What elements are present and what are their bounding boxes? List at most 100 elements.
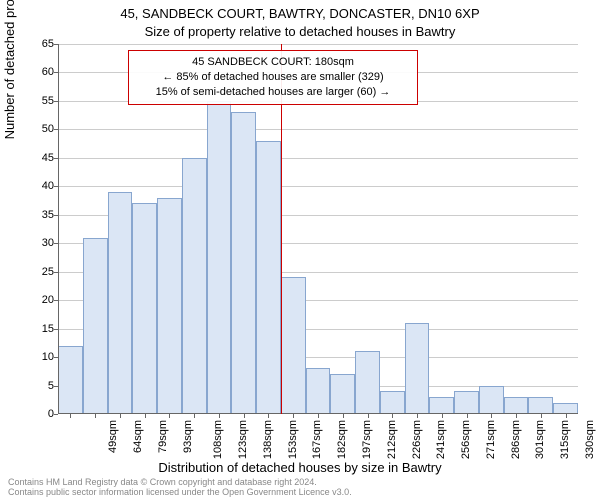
y-tick-label: 50 xyxy=(24,123,54,135)
y-tick-label: 45 xyxy=(24,152,54,164)
x-tick-label: 64sqm xyxy=(132,420,144,453)
chart-title-main: 45, SANDBECK COURT, BAWTRY, DONCASTER, D… xyxy=(0,6,600,21)
x-tick-mark xyxy=(194,414,195,418)
histogram-bar xyxy=(256,141,281,414)
histogram-bar xyxy=(157,198,182,414)
x-tick-mark xyxy=(343,414,344,418)
grid-line xyxy=(58,158,578,159)
y-tick-label: 20 xyxy=(24,294,54,306)
y-tick-label: 65 xyxy=(24,38,54,50)
x-tick-label: 241sqm xyxy=(435,420,447,459)
x-tick-mark xyxy=(467,414,468,418)
y-tick-label: 0 xyxy=(24,408,54,420)
y-tick-mark xyxy=(54,101,58,102)
x-tick-mark xyxy=(516,414,517,418)
histogram-bar xyxy=(504,397,529,414)
y-tick-label: 35 xyxy=(24,209,54,221)
plot-area: 45 SANDBECK COURT: 180sqm ← 85% of detac… xyxy=(58,44,578,414)
grid-line xyxy=(58,44,578,45)
x-tick-label: 226sqm xyxy=(411,420,423,459)
x-axis-label: Distribution of detached houses by size … xyxy=(0,460,600,475)
x-tick-mark xyxy=(244,414,245,418)
y-tick-mark xyxy=(54,186,58,187)
x-tick-mark xyxy=(442,414,443,418)
x-tick-mark xyxy=(70,414,71,418)
x-tick-label: 49sqm xyxy=(107,420,119,453)
credit-line-2: Contains public sector information licen… xyxy=(8,488,352,498)
y-tick-mark xyxy=(54,414,58,415)
histogram-bar xyxy=(405,323,430,414)
x-tick-mark xyxy=(541,414,542,418)
histogram-bar xyxy=(281,277,306,414)
grid-line xyxy=(58,186,578,187)
histogram-bar xyxy=(182,158,207,414)
y-tick-mark xyxy=(54,329,58,330)
x-tick-mark xyxy=(169,414,170,418)
x-tick-mark xyxy=(95,414,96,418)
x-tick-label: 330sqm xyxy=(584,420,596,459)
y-axis-label: Number of detached properties xyxy=(2,0,17,139)
histogram-bar xyxy=(355,351,380,414)
x-tick-mark xyxy=(145,414,146,418)
histogram-bar xyxy=(330,374,355,414)
x-tick-mark xyxy=(293,414,294,418)
histogram-bar xyxy=(380,391,405,414)
chart-container: 45, SANDBECK COURT, BAWTRY, DONCASTER, D… xyxy=(0,0,600,500)
x-tick-label: 315sqm xyxy=(559,420,571,459)
x-tick-mark xyxy=(392,414,393,418)
x-tick-label: 271sqm xyxy=(485,420,497,459)
chart-title-sub: Size of property relative to detached ho… xyxy=(0,24,600,39)
x-tick-label: 167sqm xyxy=(312,420,324,459)
x-tick-mark xyxy=(268,414,269,418)
histogram-bar xyxy=(528,397,553,414)
y-tick-mark xyxy=(54,300,58,301)
x-tick-label: 256sqm xyxy=(460,420,472,459)
y-tick-mark xyxy=(54,129,58,130)
x-tick-label: 123sqm xyxy=(237,420,249,459)
histogram-bar xyxy=(108,192,133,414)
histogram-bar xyxy=(479,386,504,414)
histogram-bar xyxy=(306,368,331,414)
y-tick-label: 25 xyxy=(24,266,54,278)
grid-line xyxy=(58,129,578,130)
y-tick-mark xyxy=(54,272,58,273)
x-tick-mark xyxy=(120,414,121,418)
info-line-2: ← 85% of detached houses are smaller (32… xyxy=(137,70,409,85)
y-axis-line xyxy=(58,44,59,414)
y-tick-label: 15 xyxy=(24,323,54,335)
x-tick-mark xyxy=(491,414,492,418)
x-tick-label: 212sqm xyxy=(386,420,398,459)
x-tick-label: 301sqm xyxy=(534,420,546,459)
info-box: 45 SANDBECK COURT: 180sqm ← 85% of detac… xyxy=(128,50,418,105)
info-line-3: 15% of semi-detached houses are larger (… xyxy=(137,85,409,100)
histogram-bar xyxy=(83,238,108,414)
y-tick-mark xyxy=(54,243,58,244)
x-tick-label: 93sqm xyxy=(182,420,194,453)
x-tick-label: 197sqm xyxy=(361,420,373,459)
x-tick-mark xyxy=(417,414,418,418)
x-tick-label: 108sqm xyxy=(213,420,225,459)
info-line-1: 45 SANDBECK COURT: 180sqm xyxy=(137,55,409,70)
x-tick-label: 286sqm xyxy=(510,420,522,459)
y-tick-label: 10 xyxy=(24,351,54,363)
y-tick-label: 30 xyxy=(24,237,54,249)
y-tick-label: 60 xyxy=(24,66,54,78)
x-tick-label: 153sqm xyxy=(287,420,299,459)
credit-text: Contains HM Land Registry data © Crown c… xyxy=(8,478,352,498)
x-tick-label: 182sqm xyxy=(336,420,348,459)
x-tick-mark xyxy=(318,414,319,418)
x-tick-mark xyxy=(219,414,220,418)
y-tick-mark xyxy=(54,357,58,358)
y-tick-label: 55 xyxy=(24,95,54,107)
histogram-bar xyxy=(132,203,157,414)
x-tick-mark xyxy=(368,414,369,418)
y-tick-mark xyxy=(54,158,58,159)
y-tick-mark xyxy=(54,72,58,73)
y-tick-mark xyxy=(54,386,58,387)
y-tick-label: 5 xyxy=(24,380,54,392)
histogram-bar xyxy=(231,112,256,414)
histogram-bar xyxy=(429,397,454,414)
histogram-bar xyxy=(207,101,232,414)
histogram-bar xyxy=(58,346,83,414)
histogram-bar xyxy=(454,391,479,414)
